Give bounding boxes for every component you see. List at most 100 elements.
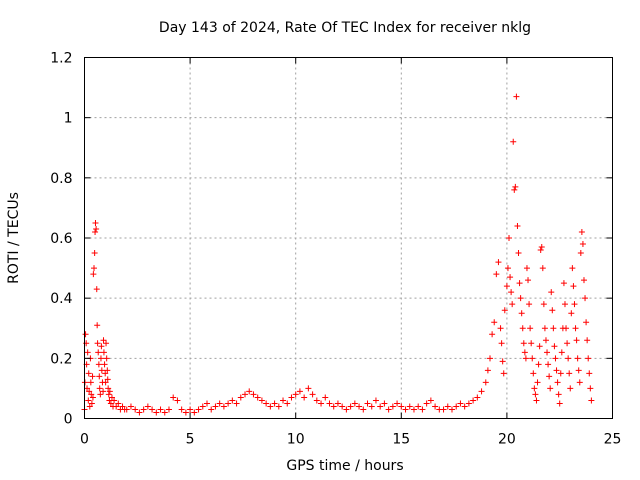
data-point xyxy=(343,406,350,413)
data-point xyxy=(565,355,572,362)
data-point xyxy=(500,370,507,377)
data-point xyxy=(457,400,464,407)
data-point xyxy=(132,406,139,413)
y-tick-label: 1 xyxy=(64,111,73,127)
y-tick-label: 0.2 xyxy=(50,351,72,367)
y-tick-label: 1.2 xyxy=(50,51,72,67)
data-point xyxy=(537,247,544,254)
data-point xyxy=(195,406,202,413)
data-point xyxy=(140,406,147,413)
data-point xyxy=(551,343,558,350)
data-point xyxy=(552,355,559,362)
data-point xyxy=(93,286,100,293)
data-point xyxy=(233,400,240,407)
data-point xyxy=(474,394,481,401)
data-point xyxy=(191,409,198,416)
data-point xyxy=(381,400,388,407)
data-point xyxy=(318,400,325,407)
plot-frame xyxy=(84,57,613,419)
data-point xyxy=(491,319,498,326)
data-point xyxy=(92,219,99,226)
x-tick-label: 15 xyxy=(392,432,410,448)
data-point xyxy=(461,403,468,410)
data-point xyxy=(522,355,529,362)
data-point xyxy=(542,337,549,344)
data-point xyxy=(275,403,282,410)
data-point xyxy=(119,403,126,410)
data-point xyxy=(208,406,215,413)
data-point xyxy=(105,385,112,392)
data-point xyxy=(161,409,168,416)
data-point xyxy=(187,406,194,413)
data-point xyxy=(547,385,554,392)
data-point xyxy=(497,325,504,332)
data-point xyxy=(582,295,589,302)
data-point xyxy=(96,385,103,392)
data-point xyxy=(518,310,525,317)
data-point xyxy=(453,403,460,410)
data-point xyxy=(330,403,337,410)
data-point xyxy=(360,406,367,413)
data-point xyxy=(91,250,98,257)
data-point xyxy=(510,138,517,145)
data-point xyxy=(136,409,143,416)
data-point xyxy=(558,349,565,356)
data-point xyxy=(326,400,333,407)
data-point xyxy=(580,277,587,284)
data-point xyxy=(174,397,181,404)
x-tick-label: 5 xyxy=(186,432,195,448)
data-point xyxy=(288,394,295,401)
data-point xyxy=(541,325,548,332)
data-point xyxy=(514,222,521,229)
data-point xyxy=(87,379,94,386)
data-point xyxy=(115,400,122,407)
data-point xyxy=(95,349,102,356)
data-point xyxy=(101,361,108,368)
data-point xyxy=(100,349,107,356)
data-point xyxy=(550,325,557,332)
data-point xyxy=(347,403,354,410)
data-point xyxy=(84,385,91,392)
data-point xyxy=(487,355,494,362)
data-point xyxy=(501,307,508,314)
data-point xyxy=(263,400,270,407)
data-point xyxy=(508,289,515,296)
data-point xyxy=(410,406,417,413)
x-axis-label: GPS time / hours xyxy=(286,458,403,474)
data-point xyxy=(423,400,430,407)
data-point xyxy=(351,400,358,407)
data-point xyxy=(90,271,97,278)
data-point xyxy=(309,391,316,398)
data-point xyxy=(254,394,261,401)
data-point xyxy=(98,343,105,350)
data-point xyxy=(92,228,99,235)
data-point xyxy=(372,397,379,404)
data-point xyxy=(103,340,110,347)
data-point xyxy=(554,379,561,386)
y-tick-label: 0.4 xyxy=(50,291,72,307)
data-point xyxy=(267,403,274,410)
data-point xyxy=(94,322,101,329)
data-point xyxy=(296,388,303,395)
data-point xyxy=(88,400,95,407)
data-point xyxy=(89,373,96,380)
data-point xyxy=(203,400,210,407)
data-point xyxy=(86,403,93,410)
data-point xyxy=(111,397,118,404)
data-point xyxy=(526,301,533,308)
data-point xyxy=(165,406,172,413)
data-point xyxy=(127,403,134,410)
data-point xyxy=(84,349,91,356)
data-point xyxy=(465,400,472,407)
data-point xyxy=(246,388,253,395)
data-point xyxy=(507,274,514,281)
y-tick-label: 0 xyxy=(64,412,73,428)
data-point xyxy=(356,403,363,410)
data-point xyxy=(525,277,532,284)
data-point xyxy=(531,385,538,392)
data-point xyxy=(515,250,522,257)
data-point xyxy=(506,235,513,241)
data-point xyxy=(216,400,223,407)
data-point xyxy=(394,400,401,407)
